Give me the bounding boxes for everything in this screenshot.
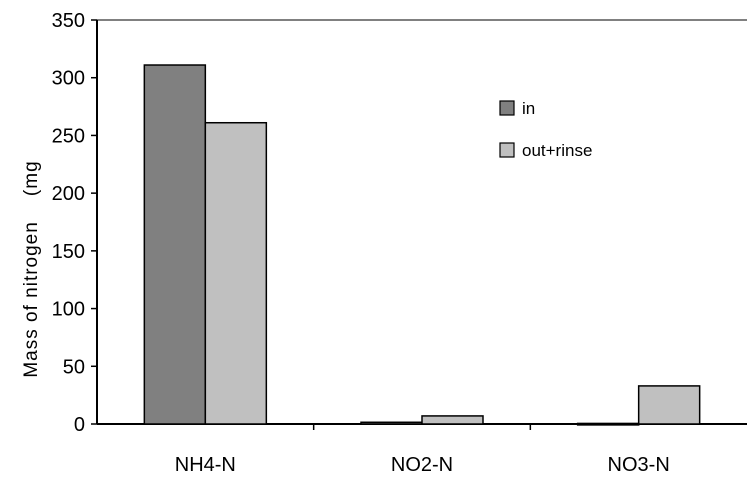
bar-out-rinse-no2-n [421, 415, 484, 425]
y-axis-title: Mass of nitrogen (mg [21, 160, 42, 377]
legend-label: in [522, 99, 535, 118]
y-tick-label: 100 [52, 299, 85, 321]
bar-in-nh4-n [143, 64, 207, 425]
y-axis-ticks: 0 50 100 150 200 250 300 350 [52, 10, 97, 436]
bar-out-rinse-no3-n [637, 385, 701, 425]
y-tick-label: 300 [52, 68, 85, 90]
y-tick-label: 0 [74, 414, 85, 436]
legend-label: out+rinse [522, 141, 592, 160]
bar-in-no3-n [576, 422, 640, 426]
bar-in-no2-n [360, 421, 423, 425]
y-tick-label: 200 [52, 183, 85, 205]
y-tick-label: 150 [52, 241, 85, 263]
y-tick-label: 350 [52, 10, 85, 32]
y-tick-label: 50 [63, 356, 85, 378]
bar-out-rinse-nh4-n [204, 121, 268, 425]
x-tick-label: NO3-N [608, 454, 670, 476]
bars [143, 64, 701, 426]
legend-swatch [499, 100, 515, 116]
y-tick-label: 250 [52, 125, 85, 147]
legend-swatch [499, 142, 515, 158]
legend: in out+rinse [499, 99, 592, 160]
x-tick-label: NO2-N [391, 454, 453, 476]
x-tick-label: NH4-N [175, 454, 236, 476]
x-axis-ticks: NH4-N NO2-N NO3-N [175, 424, 670, 476]
